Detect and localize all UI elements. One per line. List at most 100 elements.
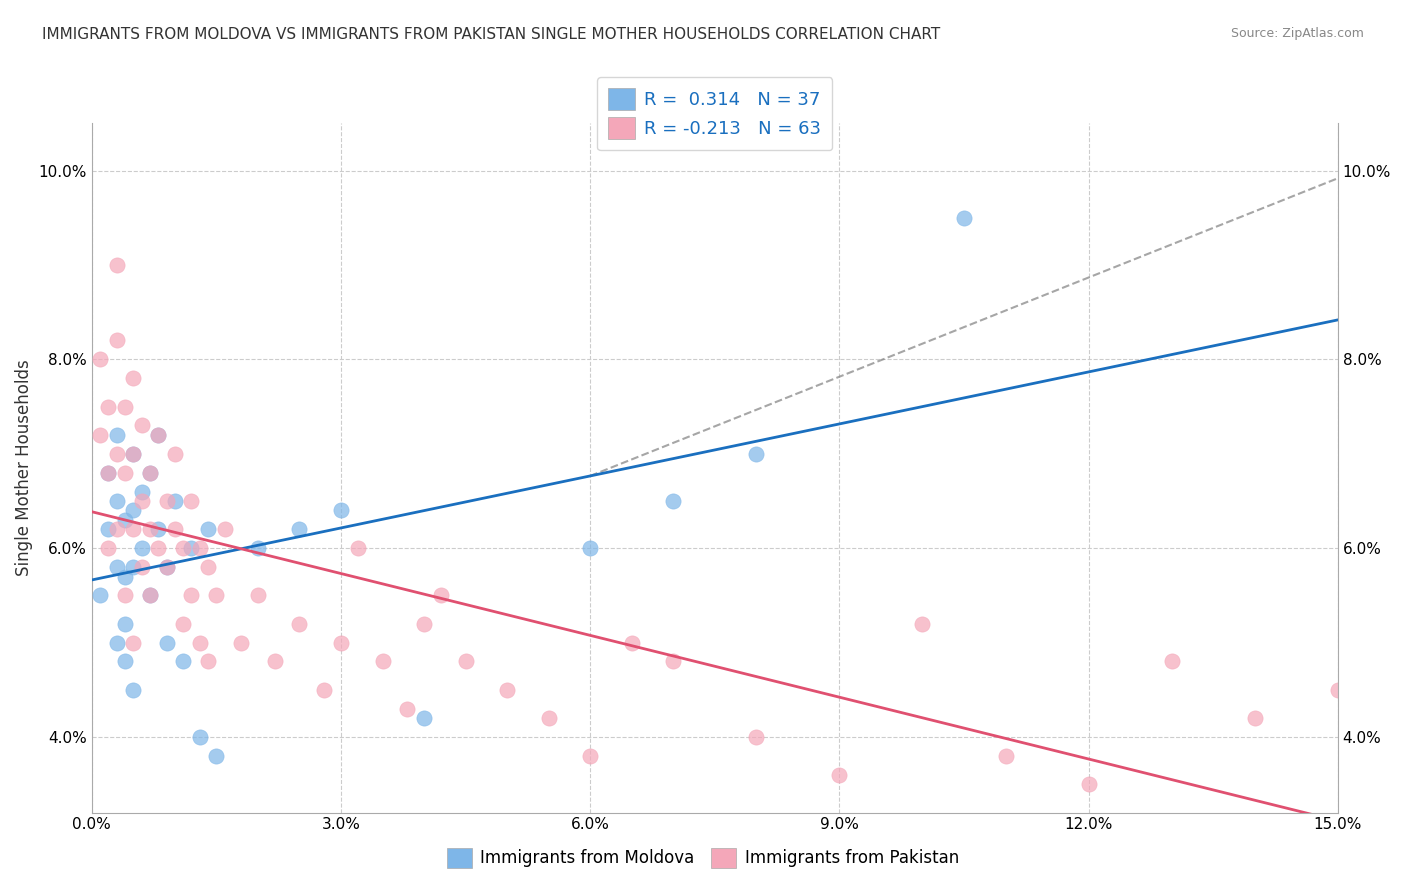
Point bbox=[139, 522, 162, 536]
Point bbox=[828, 768, 851, 782]
Point bbox=[371, 655, 394, 669]
Point bbox=[662, 655, 685, 669]
Point bbox=[346, 541, 368, 556]
Point bbox=[246, 588, 269, 602]
Point bbox=[139, 588, 162, 602]
Point bbox=[131, 484, 153, 499]
Point bbox=[97, 400, 120, 414]
Point bbox=[155, 560, 177, 574]
Point bbox=[114, 569, 136, 583]
Point bbox=[180, 588, 202, 602]
Point bbox=[579, 541, 602, 556]
Point bbox=[205, 588, 228, 602]
Point bbox=[314, 682, 336, 697]
Point bbox=[155, 494, 177, 508]
Point bbox=[205, 748, 228, 763]
Point bbox=[429, 588, 451, 602]
Point bbox=[1326, 682, 1348, 697]
Point bbox=[745, 447, 768, 461]
Point bbox=[330, 503, 353, 517]
Point bbox=[148, 428, 170, 442]
Point bbox=[139, 466, 162, 480]
Point bbox=[413, 616, 436, 631]
Point bbox=[122, 682, 145, 697]
Point bbox=[105, 560, 128, 574]
Point bbox=[413, 711, 436, 725]
Point bbox=[114, 616, 136, 631]
Point bbox=[148, 541, 170, 556]
Point bbox=[122, 371, 145, 385]
Point bbox=[122, 560, 145, 574]
Point bbox=[579, 748, 602, 763]
Point bbox=[180, 494, 202, 508]
Point bbox=[288, 522, 311, 536]
Point bbox=[263, 655, 285, 669]
Point bbox=[496, 682, 519, 697]
Point bbox=[197, 655, 219, 669]
Point bbox=[155, 560, 177, 574]
Point bbox=[537, 711, 560, 725]
Point bbox=[155, 635, 177, 649]
Point bbox=[197, 560, 219, 574]
Point bbox=[105, 334, 128, 348]
Point bbox=[214, 522, 236, 536]
Point bbox=[114, 655, 136, 669]
Point bbox=[97, 466, 120, 480]
Point bbox=[180, 541, 202, 556]
Point bbox=[114, 400, 136, 414]
Point bbox=[89, 428, 111, 442]
Point bbox=[163, 494, 186, 508]
Point bbox=[131, 560, 153, 574]
Point bbox=[953, 211, 976, 225]
Point bbox=[911, 616, 934, 631]
Legend: Immigrants from Moldova, Immigrants from Pakistan: Immigrants from Moldova, Immigrants from… bbox=[440, 841, 966, 875]
Point bbox=[114, 466, 136, 480]
Point bbox=[231, 635, 253, 649]
Point bbox=[105, 522, 128, 536]
Point bbox=[122, 447, 145, 461]
Point bbox=[188, 730, 211, 744]
Point bbox=[97, 541, 120, 556]
Point bbox=[148, 522, 170, 536]
Point bbox=[188, 541, 211, 556]
Point bbox=[105, 258, 128, 272]
Point bbox=[122, 503, 145, 517]
Point bbox=[188, 635, 211, 649]
Point bbox=[330, 635, 353, 649]
Point bbox=[1077, 777, 1099, 791]
Point bbox=[114, 513, 136, 527]
Point bbox=[131, 418, 153, 433]
Point bbox=[172, 541, 194, 556]
Point bbox=[105, 635, 128, 649]
Point bbox=[745, 730, 768, 744]
Text: IMMIGRANTS FROM MOLDOVA VS IMMIGRANTS FROM PAKISTAN SINGLE MOTHER HOUSEHOLDS COR: IMMIGRANTS FROM MOLDOVA VS IMMIGRANTS FR… bbox=[42, 27, 941, 42]
Point bbox=[994, 748, 1017, 763]
Point bbox=[396, 701, 419, 715]
Point bbox=[139, 466, 162, 480]
Point bbox=[662, 494, 685, 508]
Point bbox=[97, 522, 120, 536]
Point bbox=[97, 466, 120, 480]
Y-axis label: Single Mother Households: Single Mother Households bbox=[15, 359, 32, 576]
Point bbox=[131, 494, 153, 508]
Point bbox=[114, 588, 136, 602]
Point bbox=[122, 447, 145, 461]
Point bbox=[89, 352, 111, 367]
Point bbox=[172, 616, 194, 631]
Point bbox=[197, 522, 219, 536]
Point bbox=[105, 494, 128, 508]
Point bbox=[131, 541, 153, 556]
Point bbox=[1160, 655, 1182, 669]
Point bbox=[246, 541, 269, 556]
Point bbox=[163, 447, 186, 461]
Point bbox=[1243, 711, 1265, 725]
Point bbox=[148, 428, 170, 442]
Point bbox=[105, 428, 128, 442]
Point bbox=[288, 616, 311, 631]
Point bbox=[89, 588, 111, 602]
Point bbox=[122, 522, 145, 536]
Point bbox=[620, 635, 643, 649]
Point bbox=[454, 655, 477, 669]
Legend: R =  0.314   N = 37, R = -0.213   N = 63: R = 0.314 N = 37, R = -0.213 N = 63 bbox=[598, 78, 832, 150]
Point bbox=[172, 655, 194, 669]
